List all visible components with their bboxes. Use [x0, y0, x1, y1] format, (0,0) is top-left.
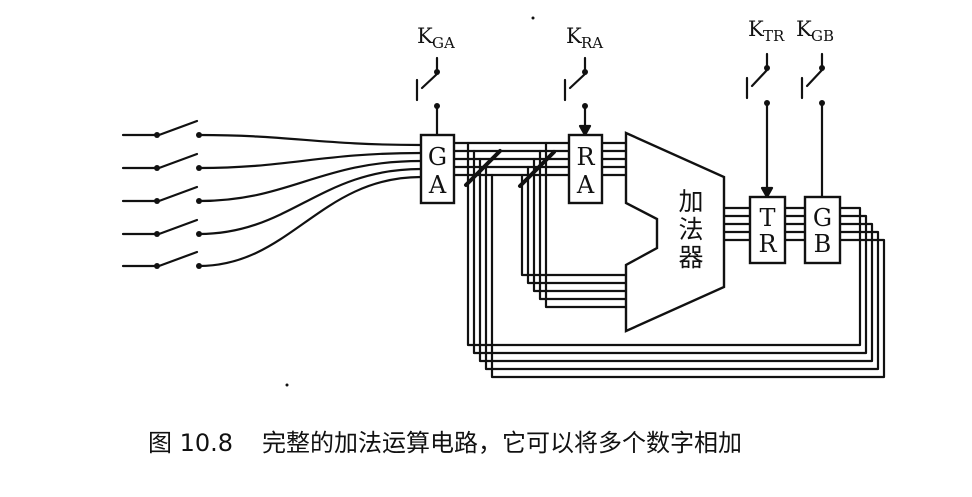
input-switch-lever	[157, 218, 199, 236]
kga-switch-lever	[420, 72, 439, 90]
adder-second-input-wire	[520, 173, 628, 277]
gb-box-letter-top: G	[813, 204, 832, 232]
ga-box-letter-bottom: A	[428, 171, 447, 199]
kra-switch-lever	[568, 72, 587, 90]
feedback-loop-wire	[472, 149, 868, 355]
input-switch-lever	[157, 152, 199, 170]
ra-box-letter-top: R	[576, 143, 595, 171]
bus-slash-marks	[464, 149, 556, 188]
label-kgb: K GB	[796, 17, 834, 45]
ra-register-box	[567, 133, 604, 205]
kra-label-sub: RA	[581, 34, 603, 52]
label-kga: K GA	[417, 24, 455, 52]
tr-box-letter-top: T	[759, 204, 775, 232]
print-speck	[531, 16, 535, 20]
ktr-label-main: K	[748, 17, 764, 41]
adder-second-input-wire	[526, 165, 628, 285]
input-to-ga-wire	[197, 151, 423, 170]
kgb-switch-lever	[805, 68, 824, 88]
adder-label-char-3: 器	[678, 243, 703, 272]
switch-contact-dot	[154, 198, 160, 204]
feedback-loop-wire	[466, 141, 862, 347]
adder-second-input-wire	[544, 141, 628, 309]
input-to-ga-wire	[197, 159, 423, 203]
ktr-switch-arrow	[760, 186, 774, 199]
circuit-wires	[121, 52, 886, 379]
ra-box-letter-bottom: A	[576, 171, 595, 199]
input-to-ga-wire	[197, 133, 423, 147]
kra-switch-arrow	[578, 124, 592, 137]
feedback-loop-wire	[478, 157, 874, 363]
feedback-loop-wire	[484, 165, 880, 371]
ga-register-box	[419, 133, 456, 205]
kga-label-main: K	[417, 24, 433, 48]
adder-second-input-wire	[538, 149, 628, 301]
kgb-label-sub: GB	[811, 27, 834, 45]
switch-contact-dot	[154, 132, 160, 138]
tr-box-letter-bottom: R	[758, 230, 777, 258]
input-switch-lever	[157, 185, 199, 203]
circuit-components	[419, 131, 842, 333]
label-kra: K RA	[566, 24, 603, 52]
input-switch-lever	[157, 250, 199, 268]
input-switch-lever	[157, 119, 199, 137]
caption-figure-number: 图 10.8	[148, 429, 233, 457]
kra-label-main: K	[566, 24, 582, 48]
switch-contact-dot	[154, 263, 160, 269]
adder-label-char-2: 法	[678, 215, 703, 244]
input-to-ga-wire	[197, 175, 423, 268]
label-ktr: K TR	[748, 17, 785, 45]
gb-box-letter-bottom: B	[814, 230, 832, 258]
print-speck	[285, 383, 289, 387]
ktr-switch-lever	[750, 68, 769, 88]
bus-slash-1	[464, 149, 502, 187]
adder-block	[624, 131, 726, 333]
gb-register-box	[803, 195, 842, 265]
feedback-loop-wire	[490, 173, 886, 379]
adder-second-input-wire	[532, 157, 628, 293]
ktr-label-sub: TR	[763, 27, 785, 45]
bus-slash-2	[518, 150, 556, 188]
adder-label-char-1: 加	[678, 187, 703, 216]
input-to-ga-wire	[197, 167, 423, 236]
switch-contact-dot	[154, 165, 160, 171]
tr-register-box	[748, 195, 787, 265]
switch-contact-dot	[154, 231, 160, 237]
kga-label-sub: GA	[432, 34, 455, 52]
ga-box-letter-top: G	[428, 143, 447, 171]
caption-text: 完整的加法运算电路，它可以将多个数字相加	[262, 429, 742, 457]
kgb-label-main: K	[796, 17, 812, 41]
